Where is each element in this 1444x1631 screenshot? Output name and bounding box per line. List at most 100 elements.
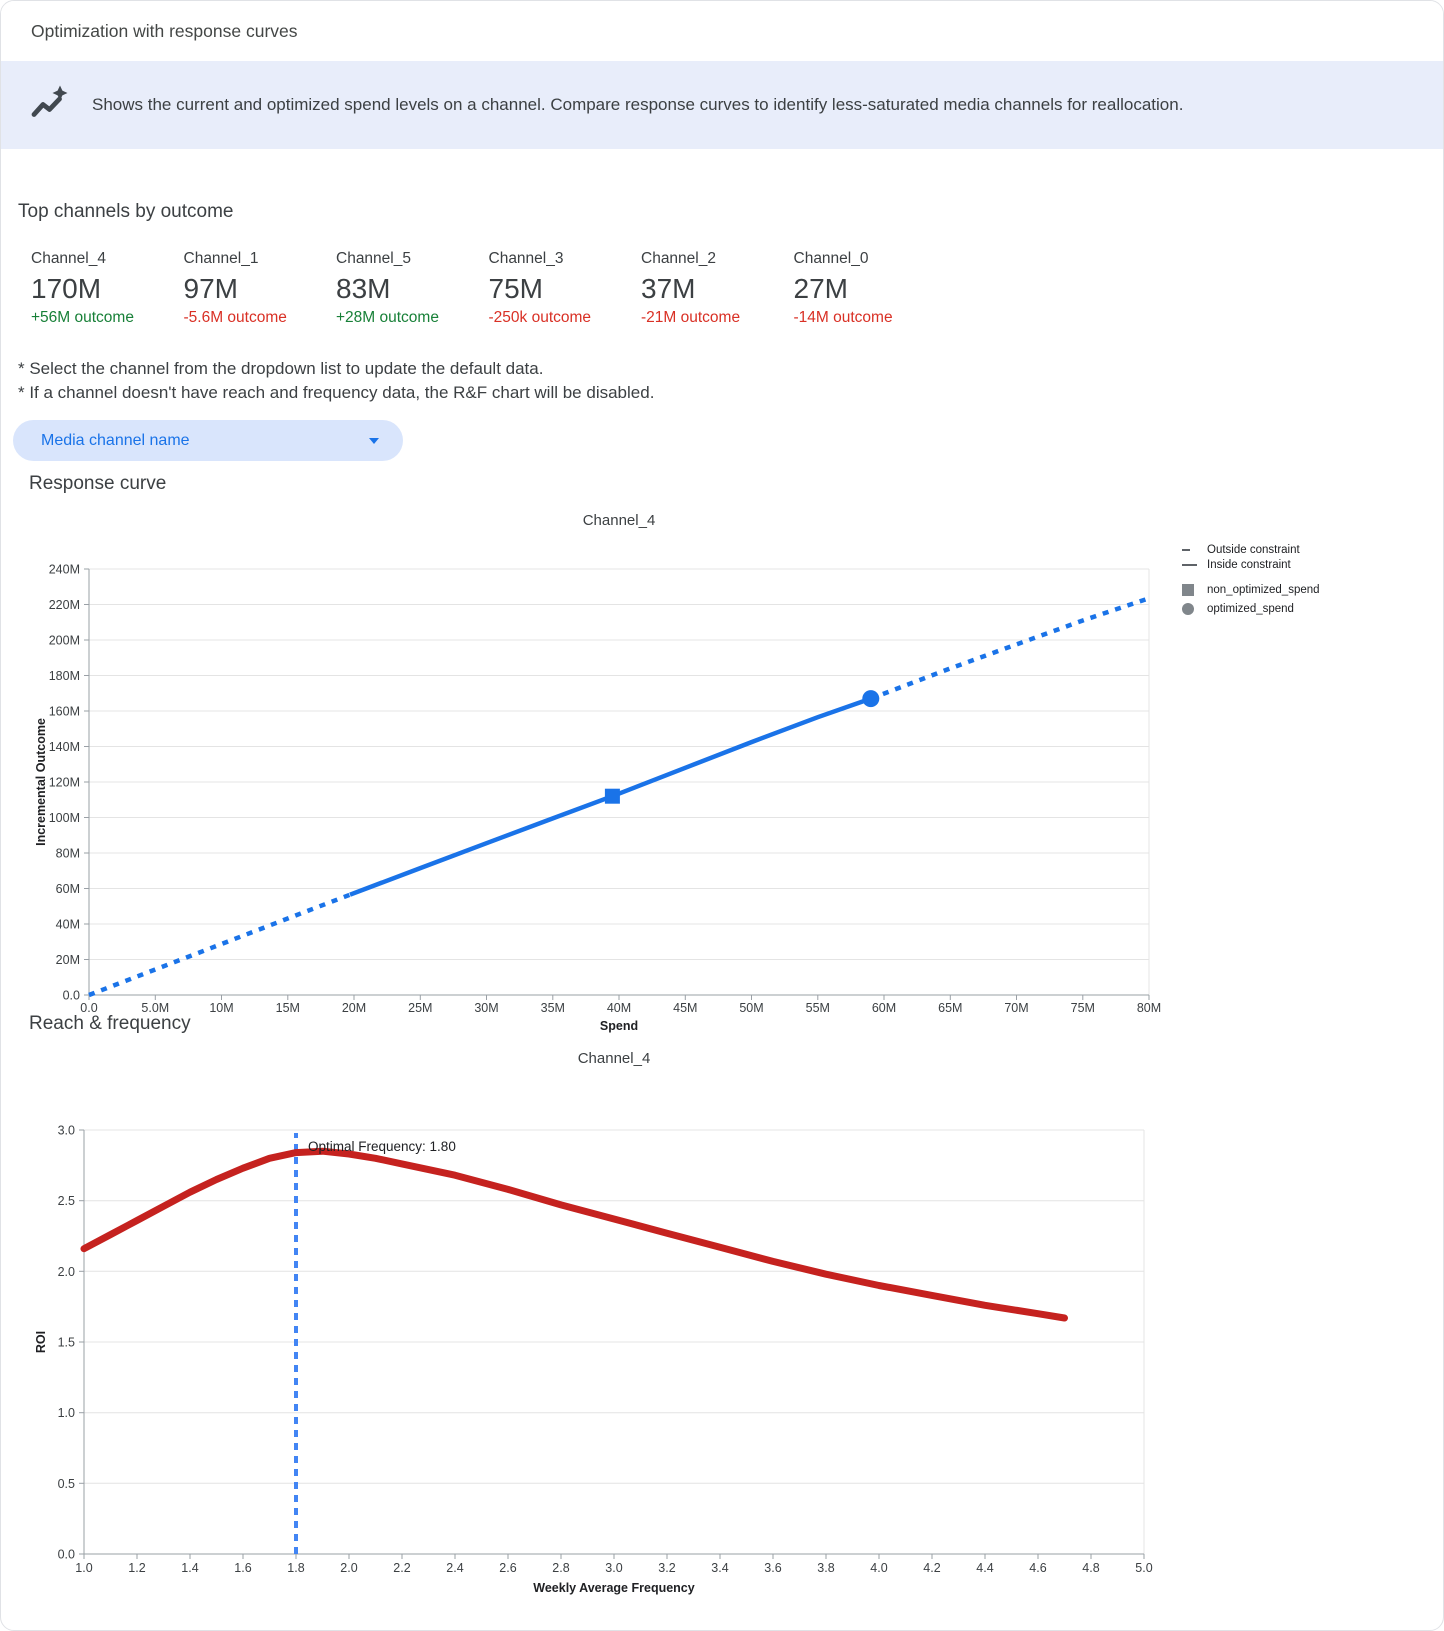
info-banner: Shows the current and optimized spend le… [1, 61, 1443, 149]
insights-icon [29, 83, 69, 128]
svg-text:0.0: 0.0 [63, 989, 80, 1003]
svg-text:140M: 140M [49, 740, 80, 754]
svg-text:2.4: 2.4 [446, 1561, 463, 1575]
svg-text:2.0: 2.0 [58, 1265, 75, 1279]
svg-text:30M: 30M [474, 1001, 498, 1015]
svg-text:1.8: 1.8 [287, 1561, 304, 1575]
response-curve-chart: 0.0 20M 40M 60M 80M 100M 120M 140M 160M 180M 200M 2… [31, 499, 1191, 1037]
channel-name: Channel_2 [641, 250, 716, 267]
response-curve-heading: Response curve [29, 473, 167, 494]
channel-outcome: -250k outcome [488, 309, 592, 327]
svg-text:80M: 80M [1137, 1001, 1161, 1015]
top-channels-heading: Top channels by outcome [18, 201, 234, 222]
channel-outcome: +28M outcome [336, 309, 439, 327]
svg-text:3.8: 3.8 [817, 1561, 834, 1575]
svg-text:4.4: 4.4 [976, 1561, 993, 1575]
circle-marker-icon [1182, 603, 1200, 616]
channel-card: Channel_4 170M +56M outcome [31, 250, 184, 327]
solid-line-icon [1182, 564, 1200, 567]
svg-text:55M: 55M [806, 1001, 830, 1015]
svg-text:2.2: 2.2 [393, 1561, 410, 1575]
reach-frequency-chart: 0.0 0.5 1.0 1.5 2.0 2.5 3.0 1.0 1.2 1.4 1.6 1.8 2.0 2… [31, 1041, 1191, 1607]
channel-card: Channel_5 83M +28M outcome [336, 250, 489, 327]
channel-name: Channel_5 [336, 250, 411, 267]
svg-text:200M: 200M [49, 634, 80, 648]
svg-text:1.0: 1.0 [58, 1406, 75, 1420]
svg-text:1.4: 1.4 [181, 1561, 198, 1575]
svg-text:3.4: 3.4 [711, 1561, 728, 1575]
optimized_spend-marker [862, 690, 880, 708]
svg-text:1.6: 1.6 [234, 1561, 251, 1575]
channel-card: Channel_3 75M -250k outcome [489, 250, 642, 327]
svg-text:40M: 40M [56, 918, 80, 932]
legend-item-inside-constraint: Inside constraint [1182, 558, 1320, 574]
channel-name: Channel_1 [183, 250, 259, 267]
svg-text:25M: 25M [408, 1001, 432, 1015]
svg-text:0.0: 0.0 [80, 1001, 97, 1015]
svg-text:2.0: 2.0 [340, 1561, 357, 1575]
chevron-down-icon [369, 437, 379, 444]
svg-text:1.0: 1.0 [75, 1561, 92, 1575]
svg-text:Spend: Spend [600, 1019, 638, 1033]
legend-item-outside-constraint: Outside constraint [1182, 542, 1320, 558]
svg-text:40M: 40M [607, 1001, 631, 1015]
channel-name: Channel_0 [793, 250, 869, 267]
reach-frequency-svg: 0.0 0.5 1.0 1.5 2.0 2.5 3.0 1.0 1.2 1.4 1.6 1.8 2.0 2… [34, 1050, 1153, 1595]
svg-text:3.0: 3.0 [605, 1561, 622, 1575]
footnote-dropdown: * Select the channel from the dropdown l… [18, 359, 544, 378]
channel-value: 27M [793, 273, 848, 304]
response-chart-legend: Outside constraint Inside constraint non… [1182, 542, 1320, 619]
channel-value: 75M [488, 273, 543, 304]
svg-text:3.2: 3.2 [658, 1561, 675, 1575]
svg-text:Incremental Outcome: Incremental Outcome [34, 718, 48, 846]
channel-cards-row: Channel_4 170M +56M outcome Channel_1 97… [31, 250, 946, 327]
legend-label: Outside constraint [1207, 543, 1300, 556]
svg-text:4.6: 4.6 [1029, 1561, 1046, 1575]
svg-text:220M: 220M [49, 598, 80, 612]
legend-item-non-optimized-spend: non_optimized_spend [1182, 580, 1320, 600]
legend-label: optimized_spend [1207, 603, 1294, 616]
channel-outcome: -14M outcome [793, 309, 893, 327]
svg-text:75M: 75M [1071, 1001, 1095, 1015]
channel-outcome: +56M outcome [31, 309, 134, 327]
svg-text:35M: 35M [541, 1001, 565, 1015]
svg-text:Optimal Frequency: 1.80: Optimal Frequency: 1.80 [308, 1139, 456, 1154]
svg-text:Weekly Average Frequency: Weekly Average Frequency [533, 1581, 694, 1595]
svg-text:3.0: 3.0 [58, 1124, 75, 1138]
svg-text:0.0: 0.0 [58, 1548, 75, 1562]
svg-text:4.0: 4.0 [870, 1561, 887, 1575]
channel-value: 170M [31, 273, 102, 304]
svg-text:2.5: 2.5 [58, 1194, 75, 1208]
non_optimized_spend-marker [604, 788, 620, 804]
dropdown-label: Media channel name [41, 431, 190, 449]
legend-item-optimized-spend: optimized_spend [1182, 600, 1320, 620]
svg-text:3.6: 3.6 [764, 1561, 781, 1575]
page-title: Optimization with response curves [1, 1, 1443, 61]
dashed-line-icon [1182, 548, 1200, 551]
svg-text:45M: 45M [673, 1001, 697, 1015]
channel-name: Channel_3 [488, 250, 564, 267]
svg-text:80M: 80M [56, 847, 80, 861]
svg-text:Channel_4: Channel_4 [578, 1050, 651, 1067]
response-curve-svg: 0.0 20M 40M 60M 80M 100M 120M 140M 160M 180M 200M 2… [34, 512, 1161, 1033]
svg-text:240M: 240M [49, 563, 80, 577]
channel-name: Channel_4 [31, 250, 106, 267]
svg-text:4.8: 4.8 [1082, 1561, 1099, 1575]
svg-text:60M: 60M [56, 882, 80, 896]
svg-text:100M: 100M [49, 811, 80, 825]
svg-text:10M: 10M [209, 1001, 233, 1015]
svg-text:4.2: 4.2 [923, 1561, 940, 1575]
footnotes: * Select the channel from the dropdown l… [18, 357, 654, 404]
channel-card: Channel_2 37M -21M outcome [641, 250, 794, 327]
channel-value: 83M [336, 273, 391, 304]
square-marker-icon [1182, 583, 1200, 596]
svg-text:20M: 20M [56, 953, 80, 967]
svg-text:5.0M: 5.0M [141, 1001, 169, 1015]
svg-text:180M: 180M [49, 669, 80, 683]
svg-text:65M: 65M [938, 1001, 962, 1015]
channel-outcome: -21M outcome [641, 309, 741, 327]
banner-description: Shows the current and optimized spend le… [92, 95, 1184, 114]
media-channel-dropdown[interactable]: Media channel name [13, 420, 403, 461]
channel-card: Channel_1 97M -5.6M outcome [184, 250, 337, 327]
